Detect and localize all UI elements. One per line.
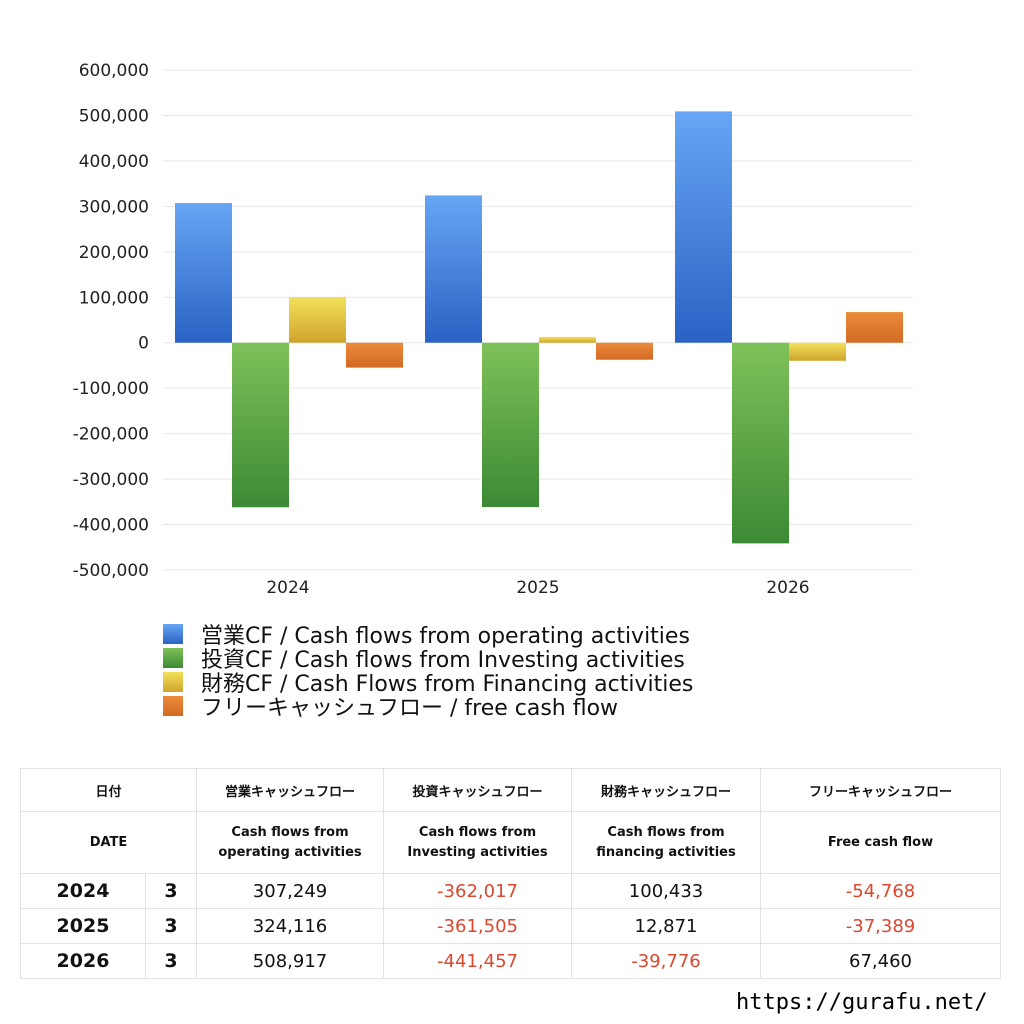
row-operating: 307,249 xyxy=(196,873,385,909)
header-financing-en: Cash flows from financing activities xyxy=(571,811,762,874)
legend-label-operating: 営業CF / Cash flows from operating activit… xyxy=(201,624,690,649)
row-month: 3 xyxy=(144,873,198,909)
y-tick-label: 600,000 xyxy=(79,61,149,81)
row-year: 2025 xyxy=(20,908,146,944)
x-tick-label: 2026 xyxy=(766,578,809,598)
bar-2026-series-0 xyxy=(675,111,732,343)
bar-2025-series-2 xyxy=(539,336,596,343)
y-tick-label: -300,000 xyxy=(73,470,149,490)
header-investing-jp: 投資キャッシュフロー xyxy=(383,768,573,812)
y-tick-label: 200,000 xyxy=(79,243,149,263)
bar-2024-series-2 xyxy=(289,297,346,343)
legend-item-investing: 投資CF / Cash flows from Investing activit… xyxy=(163,646,693,673)
row-financing: 100,433 xyxy=(571,873,762,909)
row-free: -54,768 xyxy=(760,873,1002,909)
row-operating: 508,917 xyxy=(196,943,385,979)
legend-item-financing: 財務CF / Cash Flows from Financing activit… xyxy=(163,670,693,697)
bar-2025-series-1 xyxy=(482,342,539,508)
legend: 営業CF / Cash flows from operating activit… xyxy=(163,622,693,721)
header-operating-en-line2: operating activities xyxy=(218,844,362,860)
legend-swatch-free xyxy=(163,696,183,716)
bars xyxy=(175,111,903,544)
header-financing-jp: 財務キャッシュフロー xyxy=(571,768,762,812)
x-tick-label: 2025 xyxy=(516,578,559,598)
header-operating-jp: 営業キャッシュフロー xyxy=(196,768,385,812)
row-investing: -441,457 xyxy=(383,943,573,979)
header-operating-en: Cash flows from operating activities xyxy=(196,811,385,874)
row-year: 2026 xyxy=(20,943,146,979)
y-tick-label: 500,000 xyxy=(79,106,149,126)
header-free-jp: フリーキャッシュフロー xyxy=(760,768,1002,812)
bar-2025-series-0 xyxy=(425,195,482,343)
y-tick-label: 0 xyxy=(138,334,149,354)
row-free: 67,460 xyxy=(760,943,1002,979)
table-row: 2026 3 508,917 -441,457 -39,776 67,460 xyxy=(20,943,1002,979)
table-header-jp: 日付 営業キャッシュフロー 投資キャッシュフロー 財務キャッシュフロー フリーキ… xyxy=(19,768,1002,812)
header-date-en: DATE xyxy=(19,811,198,874)
header-financing-en-line2: financing activities xyxy=(596,844,736,860)
y-tick-label: 400,000 xyxy=(79,152,149,172)
row-financing: 12,871 xyxy=(571,908,762,944)
bar-2024-series-1 xyxy=(232,342,289,508)
bar-2026-series-3 xyxy=(846,312,903,343)
legend-label-financing: 財務CF / Cash Flows from Financing activit… xyxy=(201,672,694,697)
table-row: 2024 3 307,249 -362,017 100,433 -54,768 xyxy=(20,873,1002,909)
y-tick-label: -200,000 xyxy=(73,425,149,445)
row-operating: 324,116 xyxy=(196,908,385,944)
row-financing: -39,776 xyxy=(571,943,762,979)
bar-2024-series-0 xyxy=(175,203,232,343)
y-axis: 600,000 500,000 400,000 300,000 200,000 100,0… xyxy=(73,61,149,581)
x-axis: 2024 2025 2026 xyxy=(266,578,809,598)
legend-label-investing: 投資CF / Cash flows from Investing activit… xyxy=(201,648,685,673)
y-tick-label: -100,000 xyxy=(73,379,149,399)
row-month: 3 xyxy=(144,943,198,979)
row-free: -37,389 xyxy=(760,908,1002,944)
cash-flow-bar-chart: 600,000 500,000 400,000 300,000 200,000 100,0… xyxy=(73,61,913,598)
row-investing: -361,505 xyxy=(383,908,573,944)
y-tick-label: 100,000 xyxy=(79,288,149,308)
legend-swatch-investing xyxy=(163,648,183,668)
header-operating-en-line1: Cash flows from xyxy=(231,824,349,840)
table-row: 2025 3 324,116 -361,505 12,871 -37,389 xyxy=(20,908,1002,944)
bar-2026-series-2 xyxy=(789,342,846,361)
table-header-en: DATE Cash flows from operating activities… xyxy=(19,811,1002,874)
header-financing-en-line1: Cash flows from xyxy=(607,824,725,840)
site-url: https://gurafu.net/ xyxy=(736,990,988,1015)
bar-2025-series-3 xyxy=(596,342,653,360)
bar-2026-series-1 xyxy=(732,342,789,544)
header-investing-en: Cash flows from Investing activities xyxy=(383,811,573,874)
legend-swatch-operating xyxy=(163,624,183,644)
header-investing-en-line1: Cash flows from xyxy=(418,824,537,840)
bar-2024-series-3 xyxy=(346,342,403,368)
legend-label-free: フリーキャッシュフロー / free cash flow xyxy=(201,696,619,721)
row-month: 3 xyxy=(144,908,198,944)
row-investing: -362,017 xyxy=(383,873,573,909)
legend-swatch-financing xyxy=(163,672,183,692)
header-investing-en-line2: Investing activities xyxy=(407,844,548,860)
header-free-en: Free cash flow xyxy=(760,811,1002,874)
legend-item-free: フリーキャッシュフロー / free cash flow xyxy=(163,694,693,721)
y-tick-label: -500,000 xyxy=(73,561,149,581)
cash-flow-table: 日付 営業キャッシュフロー 投資キャッシュフロー 財務キャッシュフロー フリーキ… xyxy=(19,768,1002,979)
y-tick-label: 300,000 xyxy=(79,197,149,217)
header-date-jp: 日付 xyxy=(19,768,198,812)
row-year: 2024 xyxy=(20,873,146,909)
x-tick-label: 2024 xyxy=(266,578,309,598)
y-tick-label: -400,000 xyxy=(73,516,149,536)
legend-item-operating: 営業CF / Cash flows from operating activit… xyxy=(163,622,693,649)
